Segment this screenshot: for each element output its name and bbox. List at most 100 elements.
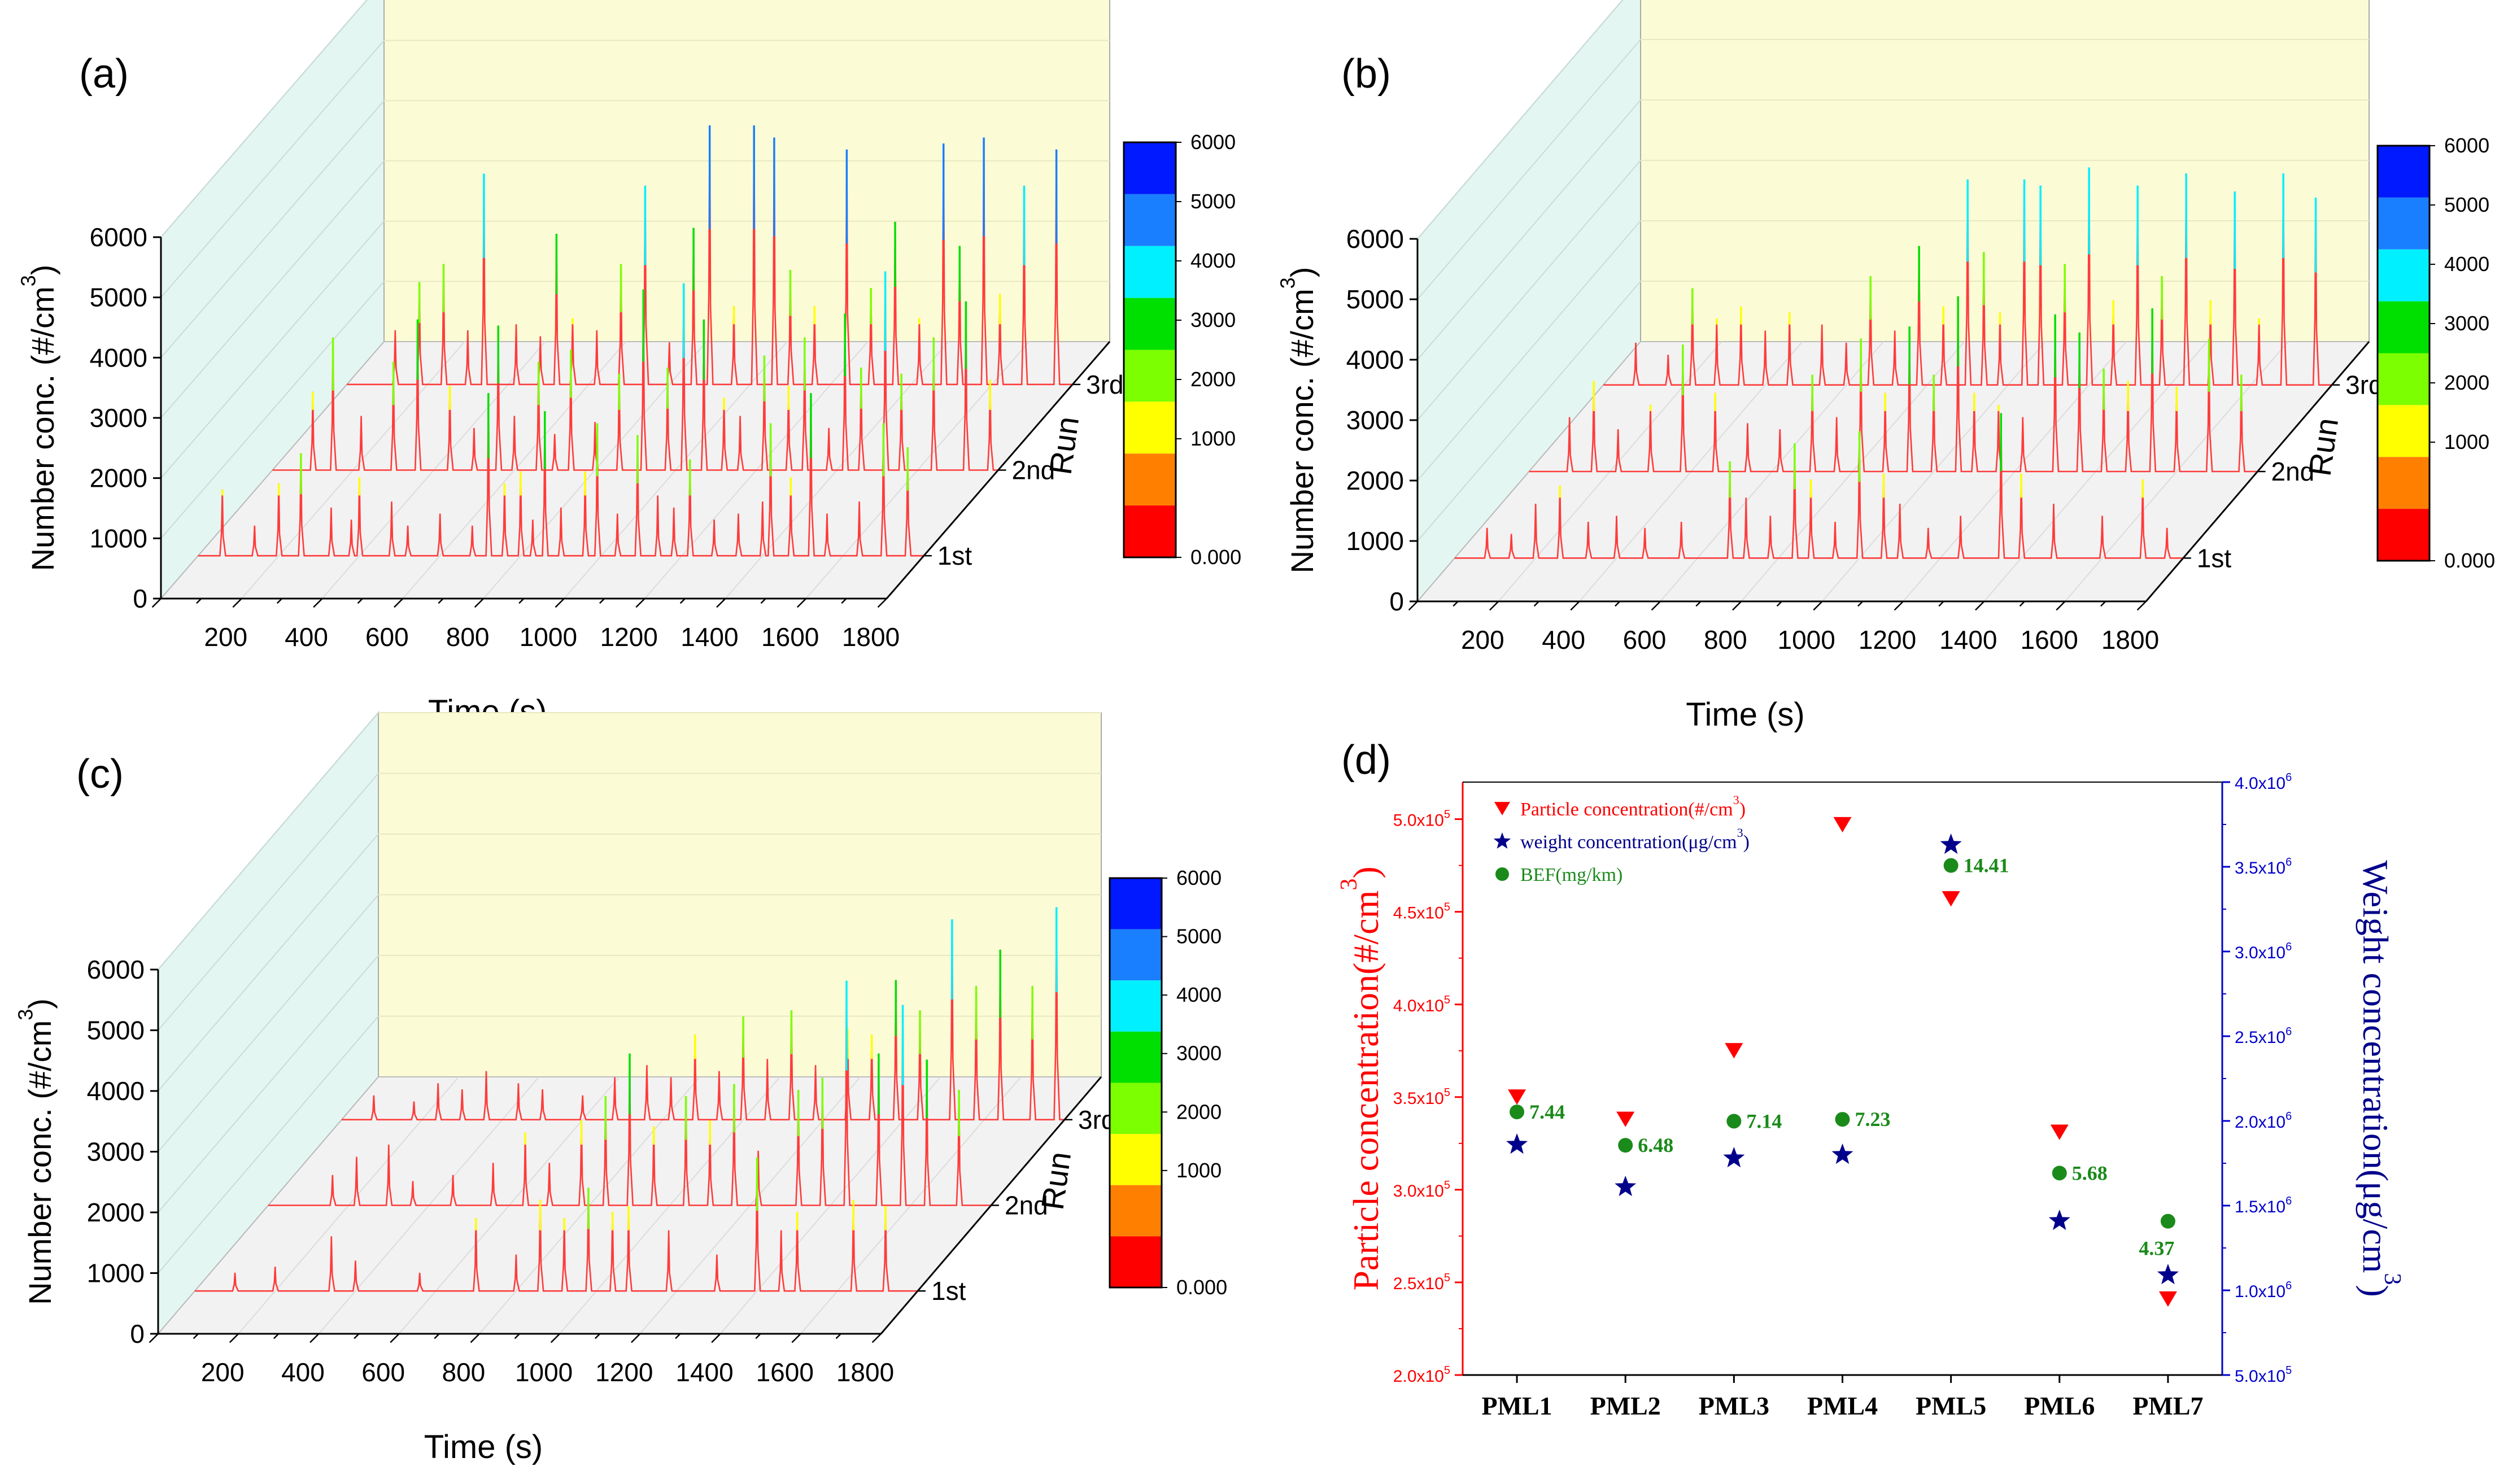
colorbar-tick-label: 5000	[2444, 193, 2489, 216]
run-trace-line	[198, 393, 924, 557]
left-tick-label: 4.0x105	[1393, 994, 1450, 1015]
x-tick-label: 1800	[2101, 625, 2159, 654]
x-tick	[514, 1333, 520, 1339]
x-tick	[835, 1333, 841, 1339]
x-tick	[313, 598, 323, 608]
weight-marker	[2157, 1264, 2179, 1285]
x-tick-label: 200	[1461, 625, 1504, 654]
run-tick-label: 2nd	[2271, 457, 2315, 486]
particle-marker	[1942, 891, 1960, 907]
x-tick	[760, 598, 766, 604]
x-tick-label: 1600	[761, 622, 819, 652]
x-tick	[594, 1333, 601, 1339]
run-trace-2	[272, 271, 998, 471]
run-trace-line	[1454, 413, 2183, 559]
x-tick-label: 800	[1704, 625, 1747, 654]
left-wall-grid-line	[158, 1015, 379, 1274]
y-tick-label: 4000	[87, 1076, 145, 1106]
colorbar: 6000 5000 4000 3000 2000 1000 0.000	[1123, 130, 1241, 569]
colorbar-segment	[1124, 401, 1176, 454]
y-tick-label: 1000	[1346, 526, 1404, 556]
colorbar-segment	[2378, 301, 2430, 353]
left-tick-label: 4.5x105	[1393, 901, 1450, 923]
right-tick-label: 2.5x106	[2235, 1025, 2292, 1047]
right-tick-label: 1.0x106	[2235, 1280, 2292, 1301]
y-tick-label: 5000	[1346, 285, 1404, 314]
y-tick-label: 1000	[90, 523, 147, 553]
x-tick	[193, 1333, 199, 1339]
x-axis-title: Time (s)	[424, 1429, 543, 1465]
x-tick	[1813, 601, 1823, 611]
legend-marker-bef	[1495, 867, 1509, 881]
left-wall-grid-line	[158, 772, 379, 1031]
colorbar-segment	[2378, 457, 2430, 509]
particle-marker	[1725, 1043, 1743, 1059]
run-tick-label: 1st	[937, 541, 972, 570]
y-tick-label: 2000	[1346, 466, 1404, 495]
legend-label-weight: weight concentration(μg/cm3)	[1520, 826, 1750, 853]
left-tick-mantissa: 2.5x10	[1393, 1275, 1444, 1293]
x-tick	[1894, 601, 1904, 611]
y-tick-label: 3000	[90, 403, 147, 433]
x-tick	[871, 1333, 882, 1343]
colorbar-tick-label: 3000	[1176, 1042, 1222, 1065]
y-tick-label: 2000	[87, 1198, 145, 1227]
x-tick	[841, 598, 847, 604]
x-tick	[711, 1333, 721, 1343]
particle-marker	[2158, 1291, 2177, 1307]
run-tick-label: 2nd	[1012, 456, 1055, 485]
x-tick-label: 600	[361, 1358, 405, 1387]
colorbar-segment	[1110, 1031, 1162, 1083]
panel-label: (c)	[76, 752, 124, 797]
weight-marker	[1831, 1143, 1853, 1164]
weight-marker	[1506, 1133, 1528, 1154]
x-tick-label: 1800	[842, 622, 900, 652]
bef-data-label: 7.44	[1529, 1101, 1565, 1123]
left-wall-grid-line	[1417, 39, 1641, 300]
left-tick-mantissa: 3.5x10	[1393, 1089, 1444, 1108]
colorbar-tick-label: 1000	[1190, 427, 1236, 450]
category-label: PML1	[1481, 1391, 1552, 1420]
bef-marker	[1618, 1138, 1633, 1153]
left-wall-grid-line	[160, 40, 385, 298]
colorbar-segment	[1110, 929, 1162, 981]
colorbar-segment	[1124, 453, 1176, 506]
y-axis-title-sup: 3	[17, 275, 40, 286]
y-axis-title-main: Number conc. (#/cm	[25, 286, 60, 571]
y-axis-title-end: )	[1284, 267, 1320, 278]
z-axis-label: Run	[1034, 1150, 1078, 1212]
x-tick-label: 1400	[675, 1358, 733, 1387]
weight-marker	[1723, 1147, 1745, 1168]
x-tick	[390, 1333, 400, 1343]
left-tick-mantissa: 5.0x10	[1393, 811, 1444, 830]
colorbar-tick-label: 5000	[1176, 925, 1222, 948]
y-axis-title: Number conc. (#/cm3)	[1276, 267, 1320, 574]
left-wall-grid-line	[158, 712, 379, 970]
right-axis-title-sup: 3	[2379, 1273, 2405, 1285]
right-tick-mantissa: 3.5x10	[2235, 859, 2285, 878]
bef-marker	[1943, 858, 1959, 873]
run-trace-line	[342, 907, 1065, 1121]
left-wall-grid-line	[1417, 160, 1641, 421]
left-tick-label: 5.0x105	[1393, 809, 1450, 830]
colorbar-segment	[2378, 146, 2430, 198]
run-trace-line	[1529, 296, 2258, 473]
y-tick-label: 5000	[90, 283, 147, 312]
colorbar-tick-label: 6000	[1176, 866, 1222, 889]
run-trace-line	[347, 125, 1073, 386]
colorbar-segment	[1124, 246, 1176, 298]
x-tick	[273, 1333, 280, 1339]
colorbar-frame	[1109, 877, 1163, 1289]
right-tick-exponent: 6	[2285, 771, 2292, 784]
bef-data-label: 14.41	[1964, 854, 2009, 877]
x-tick	[2019, 601, 2025, 607]
y-tick-label: 4000	[1346, 345, 1404, 374]
x-tick	[229, 1333, 239, 1343]
legend: Particle concentration(#/cm3)weight conc…	[1493, 793, 1750, 885]
x-tick	[196, 598, 202, 604]
right-tick-label: 1.5x106	[2235, 1195, 2292, 1216]
left-tick-label: 2.5x105	[1393, 1272, 1450, 1293]
colorbar-segment	[2378, 353, 2430, 405]
x-tick	[679, 598, 686, 604]
right-axis-title: Weight concentration(μg/cm3)	[2356, 860, 2405, 1297]
